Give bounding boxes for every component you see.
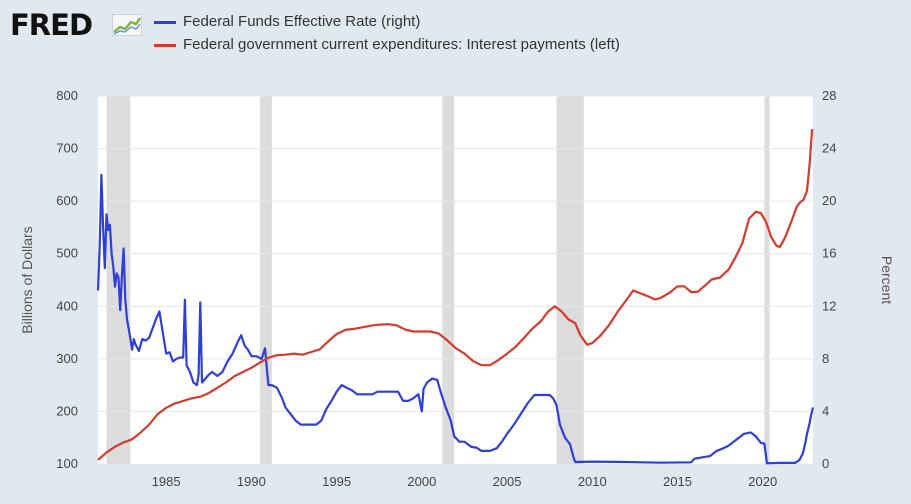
y-right-tick-7: 28 (822, 88, 836, 103)
chart-header: FRED Federal Funds Effective Rate (right… (8, 6, 898, 58)
y-right-tick-4: 16 (822, 246, 836, 261)
y-left-tick-6: 700 (56, 141, 78, 156)
legend-item-interest-payments[interactable]: Federal government current expenditures:… (154, 35, 620, 55)
recession-band-2 (442, 96, 455, 464)
x-tick-5: 2010 (578, 474, 607, 489)
series-lines (96, 129, 815, 465)
y-left-tick-3: 400 (56, 298, 78, 313)
y-left-tick-5: 600 (56, 193, 78, 208)
y-right-tick-3: 12 (822, 298, 836, 313)
fred-logo: FRED (10, 8, 93, 42)
legend-swatch-fed-funds (154, 20, 176, 24)
y-left-tick-7: 800 (56, 88, 78, 103)
y-right-tick-6: 24 (822, 141, 836, 156)
recession-shading (106, 96, 770, 464)
legend-item-fed-funds[interactable]: Federal Funds Effective Rate (right) (154, 12, 620, 32)
x-tick-3: 2000 (407, 474, 436, 489)
y-right-tick-0: 0 (822, 456, 829, 471)
x-tick-4: 2005 (493, 474, 522, 489)
legend-swatch-interest-payments (154, 43, 176, 47)
tick-labels: 100 200 300 400 500 600 700 800 0 4 8 12 16 20 24 28 198… (56, 88, 836, 489)
y-right-tick-2: 8 (822, 351, 829, 366)
y-axis-left-label: Billions of Dollars (19, 226, 35, 333)
y-right-tick-5: 20 (822, 193, 836, 208)
legend-label-interest-payments: Federal government current expenditures:… (183, 36, 620, 53)
recession-band-3 (556, 96, 584, 464)
y-left-tick-2: 300 (56, 351, 78, 366)
y-axis-right-label: Percent (879, 256, 895, 304)
y-left-tick-1: 200 (56, 403, 78, 418)
x-tick-1: 1990 (237, 474, 266, 489)
plot-area (98, 96, 813, 464)
recession-band-1 (259, 96, 272, 464)
y-left-tick-0: 100 (56, 456, 78, 471)
x-tick-6: 2015 (663, 474, 692, 489)
legend-label-fed-funds: Federal Funds Effective Rate (right) (183, 13, 421, 30)
x-tick-7: 2020 (748, 474, 777, 489)
gridlines (98, 95, 813, 412)
y-right-tick-1: 4 (822, 403, 829, 418)
series-line-1[interactable] (97, 129, 814, 461)
chart-legend: Federal Funds Effective Rate (right) Fed… (154, 12, 620, 58)
fred-graph-icon (112, 14, 142, 36)
x-tick-0: 1985 (152, 474, 181, 489)
series-line-0[interactable] (96, 173, 815, 465)
x-tick-2: 1995 (322, 474, 351, 489)
recession-band-4 (764, 96, 770, 464)
y-left-tick-4: 500 (56, 246, 78, 261)
